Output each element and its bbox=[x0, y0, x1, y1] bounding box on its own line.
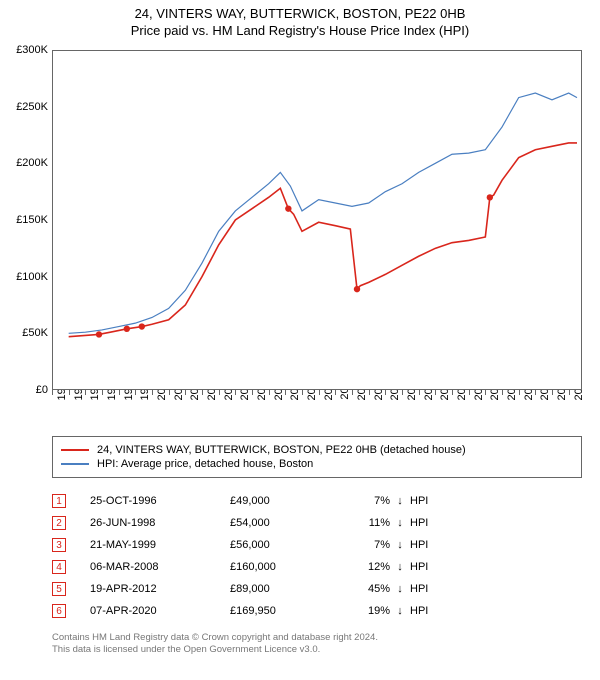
transaction-price: £54,000 bbox=[230, 517, 340, 529]
x-tick-mark bbox=[435, 390, 436, 395]
x-tick-mark bbox=[452, 390, 453, 395]
x-tick-mark bbox=[402, 390, 403, 395]
footer-line-2: This data is licensed under the Open Gov… bbox=[52, 644, 378, 656]
transaction-date: 26-JUN-1998 bbox=[90, 517, 230, 529]
x-tick-mark bbox=[135, 390, 136, 395]
transaction-index: 4 bbox=[52, 560, 66, 574]
transaction-row: 2 26-JUN-1998£54,00011%↓HPI bbox=[52, 512, 582, 534]
y-tick-label: £0 bbox=[4, 384, 48, 396]
x-tick-mark bbox=[269, 390, 270, 395]
transaction-index: 3 bbox=[52, 538, 66, 552]
legend-label: 24, VINTERS WAY, BUTTERWICK, BOSTON, PE2… bbox=[97, 444, 466, 456]
transaction-ref: HPI bbox=[410, 539, 450, 551]
y-tick-label: £100K bbox=[4, 271, 48, 283]
transaction-price: £169,950 bbox=[230, 605, 340, 617]
x-tick-mark bbox=[385, 390, 386, 395]
x-tick-mark bbox=[169, 390, 170, 395]
x-tick-mark bbox=[485, 390, 486, 395]
transaction-price: £49,000 bbox=[230, 495, 340, 507]
plot-area bbox=[52, 50, 582, 390]
x-tick-mark bbox=[335, 390, 336, 395]
down-arrow-icon: ↓ bbox=[390, 495, 410, 507]
legend-swatch bbox=[61, 449, 89, 451]
x-tick-mark bbox=[85, 390, 86, 395]
legend-swatch bbox=[61, 463, 89, 465]
x-tick-mark bbox=[235, 390, 236, 395]
x-tick-mark bbox=[369, 390, 370, 395]
transaction-pct: 12% bbox=[340, 561, 390, 573]
transaction-row: 4 06-MAR-2008£160,00012%↓HPI bbox=[52, 556, 582, 578]
x-tick-mark bbox=[102, 390, 103, 395]
transaction-ref: HPI bbox=[410, 517, 450, 529]
transactions-table: 125-OCT-1996£49,0007%↓HPI226-JUN-1998£54… bbox=[52, 490, 582, 622]
down-arrow-icon: ↓ bbox=[390, 517, 410, 529]
x-tick-mark bbox=[185, 390, 186, 395]
x-tick-mark bbox=[569, 390, 570, 395]
x-tick-mark bbox=[285, 390, 286, 395]
y-tick-label: £250K bbox=[4, 101, 48, 113]
legend-row: 24, VINTERS WAY, BUTTERWICK, BOSTON, PE2… bbox=[61, 443, 573, 457]
x-tick-mark bbox=[519, 390, 520, 395]
transaction-price: £89,000 bbox=[230, 583, 340, 595]
y-tick-label: £300K bbox=[4, 44, 48, 56]
transaction-ref: HPI bbox=[410, 561, 450, 573]
footer-line-1: Contains HM Land Registry data © Crown c… bbox=[52, 632, 378, 644]
title-main: 24, VINTERS WAY, BUTTERWICK, BOSTON, PE2… bbox=[0, 6, 600, 21]
transaction-index: 5 bbox=[52, 582, 66, 596]
legend-label: HPI: Average price, detached house, Bost… bbox=[97, 458, 313, 470]
down-arrow-icon: ↓ bbox=[390, 605, 410, 617]
transaction-index: 6 bbox=[52, 604, 66, 618]
transaction-date: 21-MAY-1999 bbox=[90, 539, 230, 551]
x-tick-mark bbox=[152, 390, 153, 395]
x-tick-mark bbox=[352, 390, 353, 395]
transaction-row: 5 19-APR-2012£89,00045%↓HPI bbox=[52, 578, 582, 600]
down-arrow-icon: ↓ bbox=[390, 561, 410, 573]
title-block: 24, VINTERS WAY, BUTTERWICK, BOSTON, PE2… bbox=[0, 0, 600, 38]
x-tick-mark bbox=[419, 390, 420, 395]
y-tick-label: £150K bbox=[4, 214, 48, 226]
transaction-index: 1 bbox=[52, 494, 66, 508]
transaction-price: £160,000 bbox=[230, 561, 340, 573]
transaction-date: 19-APR-2012 bbox=[90, 583, 230, 595]
down-arrow-icon: ↓ bbox=[390, 539, 410, 551]
legend-box: 24, VINTERS WAY, BUTTERWICK, BOSTON, PE2… bbox=[52, 436, 582, 478]
x-tick-mark bbox=[319, 390, 320, 395]
x-tick-mark bbox=[119, 390, 120, 395]
transaction-ref: HPI bbox=[410, 605, 450, 617]
transaction-date: 07-APR-2020 bbox=[90, 605, 230, 617]
transaction-index: 2 bbox=[52, 516, 66, 530]
transaction-date: 25-OCT-1996 bbox=[90, 495, 230, 507]
x-tick-mark bbox=[202, 390, 203, 395]
x-tick-mark bbox=[219, 390, 220, 395]
x-tick-mark bbox=[52, 390, 53, 395]
x-tick-mark bbox=[552, 390, 553, 395]
down-arrow-icon: ↓ bbox=[390, 583, 410, 595]
footer-attribution: Contains HM Land Registry data © Crown c… bbox=[52, 632, 378, 657]
y-tick-label: £50K bbox=[4, 327, 48, 339]
x-tick-mark bbox=[69, 390, 70, 395]
transaction-ref: HPI bbox=[410, 583, 450, 595]
legend-row: HPI: Average price, detached house, Bost… bbox=[61, 457, 573, 471]
transaction-row: 1 25-OCT-1996£49,0007%↓HPI bbox=[52, 490, 582, 512]
x-tick-mark bbox=[535, 390, 536, 395]
transaction-price: £56,000 bbox=[230, 539, 340, 551]
x-tick-mark bbox=[302, 390, 303, 395]
transaction-row: 6 07-APR-2020£169,95019%↓HPI bbox=[52, 600, 582, 622]
transaction-pct: 7% bbox=[340, 495, 390, 507]
transaction-pct: 45% bbox=[340, 583, 390, 595]
transaction-pct: 7% bbox=[340, 539, 390, 551]
transaction-row: 3 21-MAY-1999£56,0007%↓HPI bbox=[52, 534, 582, 556]
chart-container: 24, VINTERS WAY, BUTTERWICK, BOSTON, PE2… bbox=[0, 0, 600, 680]
transaction-pct: 19% bbox=[340, 605, 390, 617]
x-tick-mark bbox=[469, 390, 470, 395]
y-tick-label: £200K bbox=[4, 157, 48, 169]
transaction-date: 06-MAR-2008 bbox=[90, 561, 230, 573]
transaction-pct: 11% bbox=[340, 517, 390, 529]
title-sub: Price paid vs. HM Land Registry's House … bbox=[0, 23, 600, 38]
transaction-ref: HPI bbox=[410, 495, 450, 507]
x-tick-mark bbox=[502, 390, 503, 395]
x-tick-mark bbox=[252, 390, 253, 395]
